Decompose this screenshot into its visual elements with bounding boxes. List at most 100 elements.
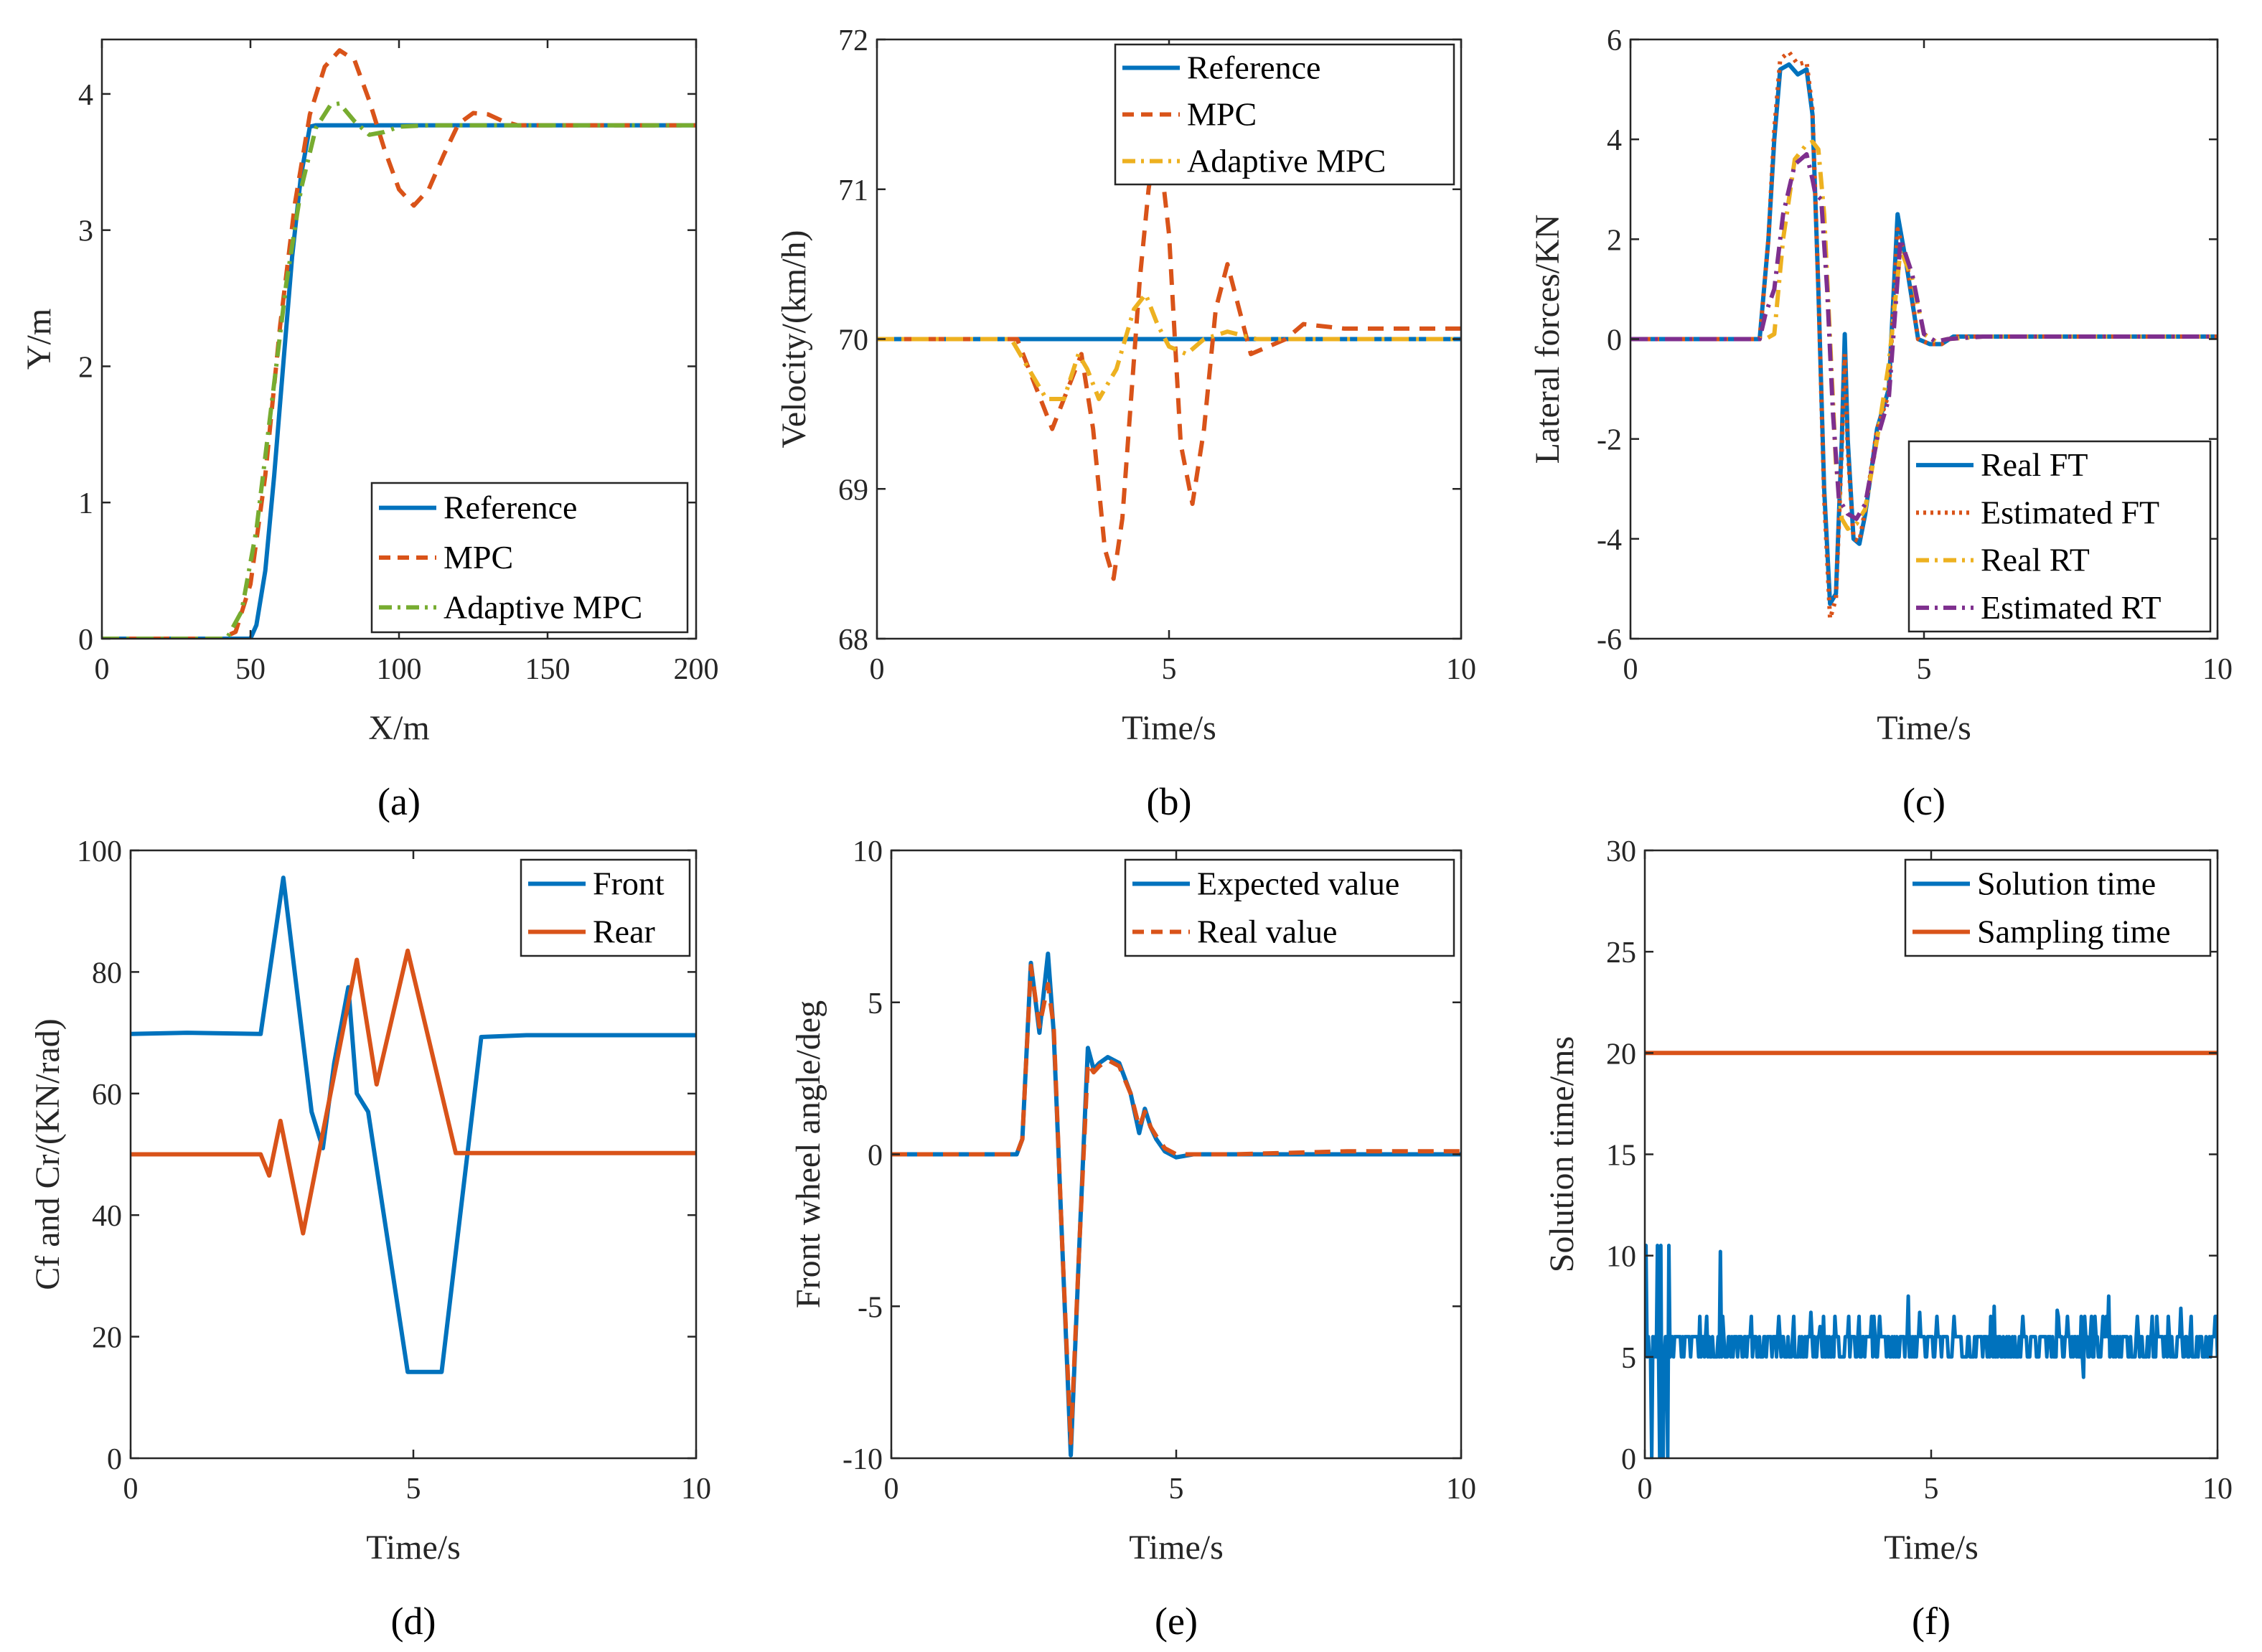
y-axis-label: Y/m <box>20 309 58 370</box>
legend-label: Real FT <box>1981 446 2088 483</box>
y-axis-label: Front wheel angle/deg <box>789 1000 827 1308</box>
series-group <box>1645 1051 2218 1458</box>
x-tick-label: 10 <box>2202 1473 2233 1506</box>
y-tick-label: 4 <box>78 79 93 112</box>
x-tick-label: 0 <box>1638 1473 1653 1506</box>
legend-label: MPC <box>444 539 513 576</box>
y-tick-label: 15 <box>1606 1140 1636 1173</box>
x-tick-label: 100 <box>377 653 422 686</box>
legend-label: Solution time <box>1977 865 2156 902</box>
y-axis-label: Lateral forces/KN <box>1529 215 1567 464</box>
x-tick-label: 0 <box>870 653 885 686</box>
legend-label: Estimated FT <box>1981 494 2159 530</box>
panel-a: 0 50 100 150 200 0 1 2 3 4 X/m Y/m (a) Reference MPC Ad… <box>20 38 719 823</box>
x-axis-label: Time/s <box>1122 709 1216 747</box>
legend-label: Reference <box>1187 50 1320 86</box>
y-tick-label: 40 <box>92 1200 122 1233</box>
y-tick-label: 5 <box>868 987 883 1020</box>
series-line-real-value <box>891 963 1461 1445</box>
legend-label: Real value <box>1197 914 1337 950</box>
x-axis-label: Time/s <box>366 1529 461 1567</box>
x-tick-label: 10 <box>1446 1473 1476 1506</box>
y-tick-label: 1 <box>78 487 93 520</box>
legend-label: Rear <box>593 914 655 950</box>
x-axis-label: Time/s <box>1877 709 1971 747</box>
y-tick-label: -6 <box>1597 624 1622 657</box>
y-tick-label: 0 <box>868 1140 883 1173</box>
x-tick-label: 0 <box>123 1473 139 1506</box>
legend-label: Estimated RT <box>1981 589 2161 626</box>
series-line-rear <box>131 948 696 1236</box>
y-tick-label: 10 <box>1606 1241 1636 1274</box>
legend-label: Adaptive MPC <box>1187 143 1386 179</box>
series-line-mpc <box>102 48 696 639</box>
series-line-expected-value <box>891 952 1461 1458</box>
y-tick-label: 60 <box>92 1079 122 1112</box>
y-tick-label: 0 <box>107 1443 122 1476</box>
series-line-solution-time <box>1645 1244 2218 1458</box>
y-tick-label: 25 <box>1606 937 1636 970</box>
x-tick-label: 10 <box>681 1473 711 1506</box>
x-tick-label: 0 <box>884 1473 899 1506</box>
series-line-estimated-rt <box>1630 152 2218 521</box>
y-tick-label: 70 <box>838 324 868 357</box>
panel-b: 0 5 10 68 69 70 71 72 Time/s Velocity/(km/h) (b) Re… <box>775 24 1476 823</box>
legend-box <box>1907 440 2212 633</box>
series-line-front <box>131 876 696 1374</box>
y-tick-label: 100 <box>77 835 122 868</box>
y-tick-label: 80 <box>92 957 122 990</box>
y-tick-label: -5 <box>858 1291 883 1324</box>
x-tick-label: 5 <box>1924 1473 1939 1506</box>
panel-e: 0 5 10 -10 -5 0 5 10 Time/s Front wheel angle/deg… <box>789 835 1476 1643</box>
legend-label: MPC <box>1187 96 1257 133</box>
y-tick-label: 4 <box>1607 124 1622 157</box>
series-line-real-ft <box>1630 62 2218 606</box>
panel-caption: (f) <box>1912 1600 1951 1643</box>
x-axis-label: Time/s <box>1884 1529 1979 1567</box>
y-tick-label: 0 <box>1607 324 1622 357</box>
legend: Expected value Real value <box>1124 858 1455 957</box>
legend: Real FT Estimated FT Real RT Estimated RT <box>1907 440 2212 633</box>
legend-box <box>1124 858 1455 957</box>
series-line-real-rt <box>1630 139 2218 531</box>
x-tick-label: 0 <box>1623 653 1638 686</box>
legend: Solution time Sampling time <box>1904 858 2212 957</box>
series-group <box>891 952 1461 1458</box>
legend-box <box>1904 858 2212 957</box>
x-tick-label: 5 <box>1162 653 1177 686</box>
x-tick-label: 5 <box>1917 653 1932 686</box>
y-tick-label: 0 <box>1621 1443 1636 1476</box>
legend-box <box>520 858 691 957</box>
legend-label: Front <box>593 865 665 902</box>
panel-caption: (b) <box>1147 780 1192 823</box>
x-tick-label: 150 <box>525 653 571 686</box>
legend-label: Real RT <box>1981 542 2090 578</box>
y-tick-label: 69 <box>838 474 868 507</box>
y-tick-label: 0 <box>78 624 93 657</box>
y-tick-label: 71 <box>838 174 868 207</box>
legend: Front Rear <box>520 858 691 957</box>
series-group <box>1630 50 2218 621</box>
legend-label: Sampling time <box>1977 914 2171 950</box>
legend-label: Adaptive MPC <box>444 588 642 625</box>
panel-caption: (a) <box>377 780 421 823</box>
legend-label: Expected value <box>1197 865 1399 902</box>
series-group <box>102 48 696 639</box>
y-tick-label: 72 <box>838 24 868 57</box>
y-tick-label: 2 <box>1607 224 1622 257</box>
x-tick-label: 200 <box>674 653 719 686</box>
y-tick-label: 20 <box>92 1322 122 1355</box>
y-tick-label: 68 <box>838 624 868 657</box>
x-tick-label: 5 <box>1169 1473 1184 1506</box>
panel-f: 0 5 10 0 5 10 15 20 25 30 Time/s Solution time/ms (f… <box>1543 835 2233 1643</box>
series-line-adaptive-mpc <box>877 291 1461 401</box>
y-tick-label: 20 <box>1606 1038 1636 1071</box>
x-axis-label: Time/s <box>1129 1529 1224 1567</box>
y-tick-label: -2 <box>1597 424 1622 457</box>
x-tick-label: 0 <box>95 653 110 686</box>
y-tick-label: 30 <box>1606 835 1636 868</box>
panel-c: 0 5 10 -6 -4 -2 0 2 4 6 Time/s Lateral forces/KN (c)… <box>1529 24 2233 823</box>
x-tick-label: 5 <box>406 1473 421 1506</box>
